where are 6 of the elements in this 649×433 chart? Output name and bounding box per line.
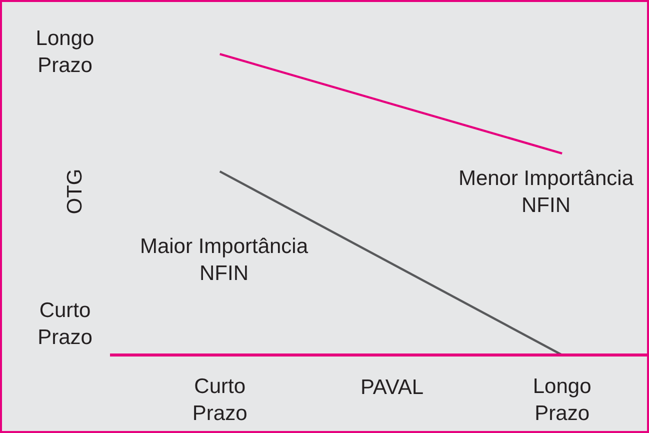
text: Longo Prazo [34, 26, 96, 79]
annotation: Menor Importância NFIN [457, 166, 635, 219]
annotation: Maior Importância NFIN [138, 234, 310, 287]
x-axis-title: PAVAL [359, 375, 425, 401]
text: Curto Prazo [36, 298, 94, 351]
y-axis-title: OTG [62, 168, 88, 216]
